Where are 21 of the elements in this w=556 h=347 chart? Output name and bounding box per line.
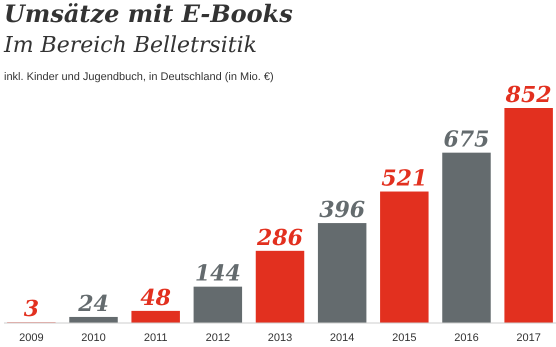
x-tick-label: 2017 xyxy=(516,332,541,344)
data-label: 852 xyxy=(506,82,552,108)
data-label: 675 xyxy=(444,126,490,153)
data-label: 396 xyxy=(319,197,366,224)
x-tick-label: 2012 xyxy=(206,332,230,344)
data-label: 48 xyxy=(140,284,171,311)
x-tick-label: 2015 xyxy=(392,332,417,344)
x-tick-label: 2014 xyxy=(330,332,354,344)
x-tick-label: 2011 xyxy=(144,332,168,344)
text: inkl. Kinder und Jugendbuch, in Deutschland (in Mio. €) xyxy=(4,71,274,83)
x-tick-label: 2013 xyxy=(268,332,292,344)
data-label: 24 xyxy=(77,290,109,317)
chart-subtitle: Im Bereich Belletrsitik xyxy=(3,33,257,58)
data-label: 144 xyxy=(194,260,241,287)
x-tick-label: 2016 xyxy=(454,332,479,344)
x-tick-label: 2010 xyxy=(81,332,106,344)
data-label: 286 xyxy=(256,224,303,251)
data-label: 3 xyxy=(24,296,40,322)
data-label: 521 xyxy=(381,166,428,192)
x-tick-label: 2009 xyxy=(19,332,44,344)
chart-title: Umsätze mit E-Books xyxy=(4,0,294,28)
